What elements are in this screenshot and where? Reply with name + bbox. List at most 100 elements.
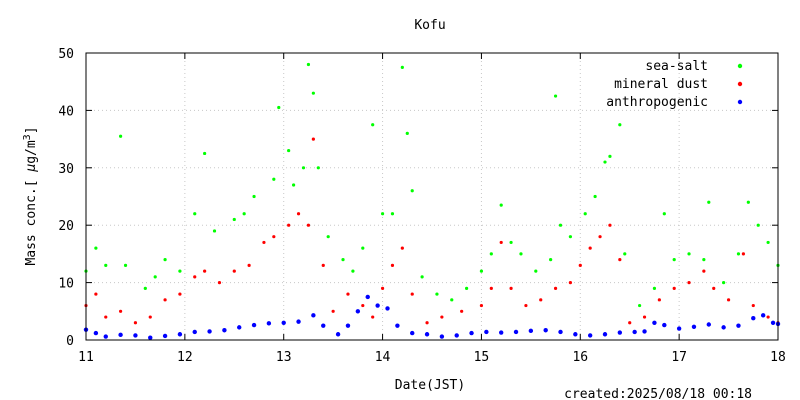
- data-point: [94, 292, 97, 295]
- data-point: [499, 330, 503, 334]
- data-point: [277, 106, 280, 109]
- data-point: [148, 336, 152, 340]
- data-point: [529, 329, 533, 333]
- data-point: [721, 325, 725, 329]
- data-point: [154, 275, 157, 278]
- y-axis-label-close: ]: [24, 126, 39, 134]
- data-point: [371, 123, 374, 126]
- data-point: [307, 224, 310, 227]
- data-point: [673, 287, 676, 290]
- data-point: [351, 270, 354, 273]
- data-point: [598, 235, 601, 238]
- data-point: [425, 321, 428, 324]
- data-point: [509, 287, 512, 290]
- data-point: [573, 332, 577, 336]
- data-point: [391, 264, 394, 267]
- data-point: [653, 287, 656, 290]
- data-point: [391, 212, 394, 215]
- data-point: [628, 321, 631, 324]
- x-tick-label: 13: [276, 350, 292, 365]
- data-point: [193, 275, 196, 278]
- data-point: [480, 304, 483, 307]
- data-point: [534, 270, 537, 273]
- data-point: [287, 224, 290, 227]
- data-point: [737, 252, 740, 255]
- data-point: [163, 334, 167, 338]
- y-tick-label: 40: [58, 104, 74, 119]
- x-tick-label: 11: [78, 350, 94, 365]
- data-point: [569, 281, 572, 284]
- data-point: [317, 166, 320, 169]
- data-point: [233, 218, 236, 221]
- legend-label: sea-salt: [645, 59, 708, 74]
- data-point: [752, 304, 755, 307]
- series-anthropogenic: [84, 295, 780, 340]
- svg-text:Mass conc.[ μg/m3]: Mass conc.[ μg/m3]: [22, 126, 40, 265]
- x-tick-label: 17: [671, 350, 687, 365]
- data-point: [267, 321, 271, 325]
- data-point: [233, 270, 236, 273]
- data-point: [104, 334, 108, 338]
- data-point: [385, 306, 389, 310]
- data-point: [677, 326, 681, 330]
- y-axis-label-mu: μ: [24, 164, 39, 173]
- data-point: [292, 183, 295, 186]
- data-point: [588, 333, 592, 337]
- data-point: [455, 333, 459, 337]
- data-point: [767, 315, 770, 318]
- data-point: [133, 333, 137, 337]
- data-point: [484, 330, 488, 334]
- data-point: [543, 328, 547, 332]
- data-point: [702, 270, 705, 273]
- data-point: [361, 247, 364, 250]
- data-point: [771, 321, 775, 325]
- y-tick-label: 0: [66, 334, 74, 349]
- data-point: [554, 94, 557, 97]
- data-point: [707, 201, 710, 204]
- data-point: [178, 332, 182, 336]
- data-point: [149, 315, 152, 318]
- data-point: [207, 329, 211, 333]
- data-point: [381, 287, 384, 290]
- data-point: [559, 224, 562, 227]
- data-point: [356, 309, 360, 313]
- data-point: [124, 264, 127, 267]
- data-point: [594, 195, 597, 198]
- legend: sea-saltmineral dustanthropogenic: [606, 59, 742, 110]
- data-point: [757, 224, 760, 227]
- y-tick-label: 10: [58, 277, 74, 292]
- data-point: [465, 287, 468, 290]
- data-point: [272, 235, 275, 238]
- y-axis-label: Mass conc.[ μg/m3]: [22, 126, 40, 265]
- data-point: [163, 298, 166, 301]
- data-point: [311, 313, 315, 317]
- data-point: [539, 298, 542, 301]
- data-point: [302, 166, 305, 169]
- data-point: [222, 328, 226, 332]
- data-point: [321, 323, 325, 327]
- data-point: [632, 330, 636, 334]
- data-point: [104, 264, 107, 267]
- data-point: [119, 135, 122, 138]
- data-point: [742, 252, 745, 255]
- data-point: [410, 331, 414, 335]
- data-point: [104, 315, 107, 318]
- data-point: [469, 331, 473, 335]
- data-point: [322, 264, 325, 267]
- data-point: [722, 281, 725, 284]
- data-point: [213, 229, 216, 232]
- data-point: [282, 321, 286, 325]
- x-tick-label: 15: [474, 350, 490, 365]
- data-point: [608, 224, 611, 227]
- data-point: [692, 325, 696, 329]
- data-point: [618, 330, 622, 334]
- data-point: [673, 258, 676, 261]
- data-point: [312, 138, 315, 141]
- data-point: [203, 152, 206, 155]
- data-point: [119, 310, 122, 313]
- data-point: [341, 258, 344, 261]
- y-tick-label: 20: [58, 219, 74, 234]
- data-point: [118, 333, 122, 337]
- data-point: [248, 264, 251, 267]
- data-point: [579, 264, 582, 267]
